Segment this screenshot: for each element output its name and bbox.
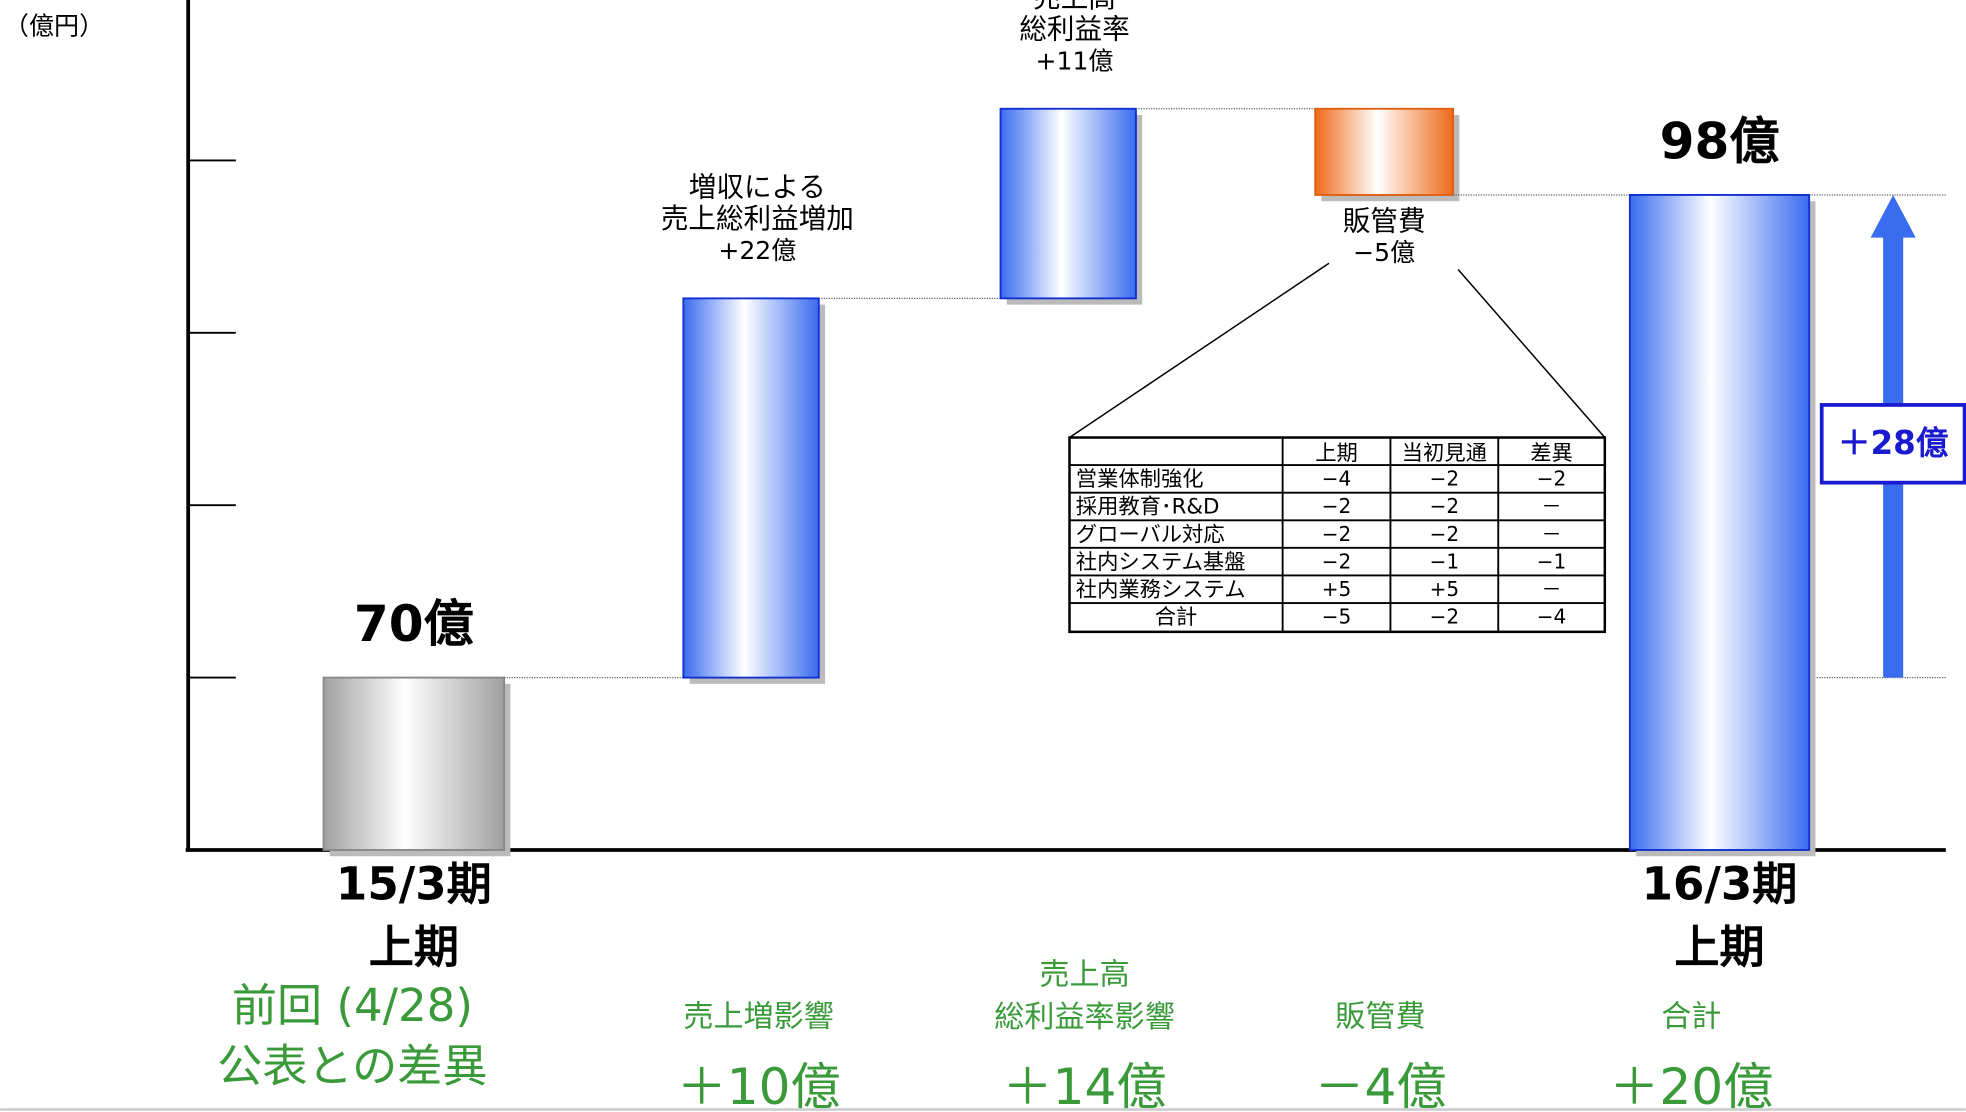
table-header: 差異 bbox=[1530, 441, 1573, 466]
comparison-label: 合計 bbox=[1661, 999, 1721, 1034]
table-row-label: 社内システム基盤 bbox=[1076, 550, 1246, 575]
table-cell: −2 bbox=[1322, 522, 1352, 546]
table-cell: −4 bbox=[1322, 467, 1352, 491]
callout-line bbox=[1069, 262, 1330, 439]
bar bbox=[1314, 107, 1455, 196]
comparison-label: 売上増影響 bbox=[683, 999, 833, 1034]
bar bbox=[682, 297, 820, 679]
y-axis-label: （億円） bbox=[4, 12, 104, 41]
value-label: +22億 bbox=[718, 236, 796, 265]
table-cell: −2 bbox=[1537, 467, 1567, 491]
table-cell: −1 bbox=[1537, 549, 1567, 573]
table-cell: −2 bbox=[1430, 522, 1460, 546]
table-cell: +5 bbox=[1430, 577, 1460, 601]
table-cell: −1 bbox=[1430, 549, 1460, 573]
comparison-label: 販管費 bbox=[1335, 999, 1425, 1034]
table-row-label: 採用教育･R&D bbox=[1076, 495, 1220, 520]
table-cell: － bbox=[1542, 494, 1562, 518]
table-cell: −2 bbox=[1322, 494, 1352, 518]
table-cell: −5 bbox=[1322, 605, 1352, 629]
table-cell: −4 bbox=[1537, 605, 1567, 629]
table-row-label: 社内業務システム bbox=[1076, 577, 1246, 602]
x-tick-label: 15/3期上期 bbox=[336, 858, 492, 974]
comparison-value: ＋20億 bbox=[1609, 1057, 1773, 1112]
category-label: 販管費 bbox=[1343, 205, 1426, 238]
table-cell: −2 bbox=[1430, 605, 1460, 629]
arrow-head bbox=[1870, 194, 1916, 238]
comparison-value: ＋14億 bbox=[1003, 1057, 1167, 1112]
bar bbox=[322, 676, 506, 851]
comparison-title: 前回 (4/28)公表との差異 bbox=[217, 979, 487, 1092]
table-frame bbox=[1068, 436, 1607, 634]
table-cell: － bbox=[1542, 522, 1562, 546]
comparison-label: 売上高総利益率影響 bbox=[994, 957, 1174, 1035]
table-row-label: グローバル対応 bbox=[1076, 522, 1225, 547]
table-header: 当初見通 bbox=[1402, 441, 1487, 466]
table-cell: −2 bbox=[1430, 467, 1460, 491]
table-row-label: 合計 bbox=[1155, 605, 1198, 630]
table-cell: － bbox=[1542, 577, 1562, 601]
table-cell: +5 bbox=[1322, 577, 1352, 601]
x-tick-label: 16/3期上期 bbox=[1642, 858, 1798, 974]
change-label: ＋28億 bbox=[1838, 424, 1949, 462]
bar bbox=[1628, 194, 1811, 851]
callout-line bbox=[1457, 269, 1606, 439]
change-box bbox=[1819, 403, 1966, 485]
comparison-value: ＋10億 bbox=[677, 1057, 841, 1112]
table-row-label: 営業体制強化 bbox=[1076, 467, 1204, 492]
value-label: 98億 bbox=[1660, 111, 1780, 170]
value-label: −5億 bbox=[1353, 238, 1415, 267]
category-label: 増収による売上総利益増加 bbox=[661, 171, 854, 235]
bar bbox=[999, 107, 1137, 300]
category-label: 売上高総利益率 bbox=[1019, 0, 1129, 45]
table-cell: −2 bbox=[1430, 494, 1460, 518]
value-label: 70億 bbox=[354, 594, 474, 653]
table-header: 上期 bbox=[1315, 441, 1358, 466]
table-cell: −2 bbox=[1322, 549, 1352, 573]
comparison-value: －4億 bbox=[1314, 1057, 1446, 1112]
value-label: +11億 bbox=[1036, 46, 1114, 75]
